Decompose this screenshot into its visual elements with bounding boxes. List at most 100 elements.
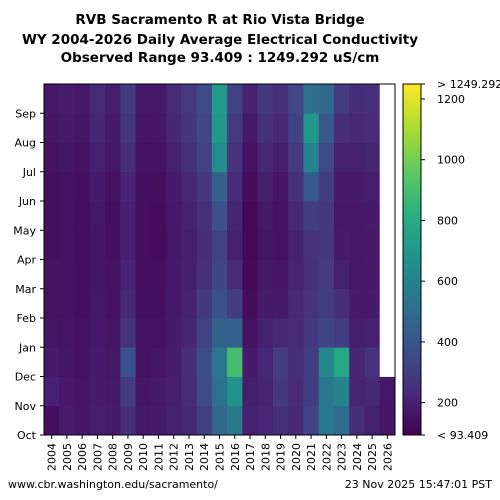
heatmap-cell bbox=[257, 171, 274, 202]
heatmap-cell bbox=[227, 318, 243, 348]
heatmap-cell bbox=[318, 142, 335, 173]
heatmap-cell bbox=[272, 142, 289, 173]
heatmap-cell bbox=[318, 288, 335, 319]
heatmap-cell bbox=[120, 288, 136, 319]
x-tick-label: 2025 bbox=[366, 443, 379, 471]
heatmap-cell bbox=[318, 405, 335, 436]
heatmap-cell bbox=[44, 113, 60, 143]
heatmap-cell bbox=[379, 259, 396, 290]
x-tick-label: 2020 bbox=[290, 443, 303, 471]
y-tick-label: May bbox=[13, 224, 36, 237]
heatmap-cell bbox=[89, 347, 106, 377]
heatmap-cell bbox=[303, 347, 320, 377]
heatmap-cell bbox=[333, 318, 350, 348]
heatmap-cell bbox=[181, 230, 198, 260]
heatmap-cell bbox=[227, 84, 243, 114]
heatmap-cell bbox=[150, 376, 167, 407]
heatmap-cell bbox=[181, 288, 198, 319]
heatmap-cell bbox=[74, 376, 91, 407]
heatmap-cell bbox=[150, 347, 167, 377]
heatmap-cell bbox=[166, 230, 182, 260]
heatmap-cell bbox=[303, 259, 320, 290]
heatmap-cell bbox=[105, 142, 121, 173]
y-axis: Oct Nov Dec Jan Feb Mar Apr May Jun Jul Aug Sep bbox=[13, 107, 44, 442]
heatmap-cell bbox=[257, 84, 274, 114]
heatmap-cell bbox=[272, 84, 289, 114]
colorbar-tick-label: 800 bbox=[437, 214, 458, 227]
y-tick-label: Mar bbox=[15, 283, 36, 296]
heatmap-cell bbox=[288, 230, 304, 260]
heatmap-cell bbox=[349, 347, 365, 377]
heatmap-cell bbox=[74, 318, 91, 348]
heatmap-cell bbox=[181, 142, 198, 173]
y-tick-label: Nov bbox=[15, 400, 37, 413]
heatmap-cell bbox=[44, 201, 60, 231]
heatmap-cell bbox=[120, 347, 136, 377]
heatmap-cell bbox=[150, 318, 167, 348]
heatmap-cell bbox=[74, 201, 91, 231]
heatmap-cell bbox=[74, 347, 91, 377]
heatmap-cell bbox=[272, 113, 289, 143]
heatmap-cell bbox=[333, 288, 350, 319]
x-axis: 2004 2005 2006 2007 2008 2009 2010 2011 2012 2013… bbox=[46, 435, 394, 471]
heatmap-cell bbox=[379, 288, 396, 319]
heatmap-cell bbox=[89, 84, 106, 114]
heatmap-cell bbox=[333, 84, 350, 114]
heatmap-cell bbox=[59, 259, 75, 290]
heatmap-cell bbox=[364, 405, 381, 436]
heatmap-cell bbox=[349, 84, 365, 114]
heatmap-cell bbox=[333, 230, 350, 260]
heatmap-cell bbox=[59, 171, 75, 202]
heatmap-cell bbox=[364, 142, 381, 173]
heatmap-cell bbox=[135, 230, 152, 260]
heatmap-cell bbox=[333, 201, 350, 231]
heatmap-cell bbox=[349, 288, 365, 319]
heatmap-cell bbox=[120, 201, 136, 231]
heatmap-cell bbox=[74, 113, 91, 143]
x-tick-label: 2024 bbox=[351, 443, 364, 471]
heatmap-cell bbox=[242, 84, 259, 114]
heatmap-cell bbox=[349, 405, 365, 436]
heatmap-cell bbox=[120, 318, 136, 348]
heatmap-cell bbox=[288, 142, 304, 173]
heatmap-cell bbox=[59, 288, 75, 319]
colorbar-tick-label: 200 bbox=[437, 397, 458, 410]
heatmap-cell bbox=[59, 405, 75, 436]
heatmap-cell bbox=[242, 230, 259, 260]
heatmap-cell bbox=[227, 288, 243, 319]
heatmap-cell bbox=[364, 171, 381, 202]
heatmap-cell bbox=[303, 318, 320, 348]
heatmap-cell bbox=[227, 347, 243, 377]
heatmap-cell bbox=[272, 376, 289, 407]
heatmap-cell bbox=[242, 142, 259, 173]
heatmap-cell bbox=[89, 405, 106, 436]
heatmap-cell bbox=[150, 201, 167, 231]
heatmap-cell bbox=[59, 84, 75, 114]
heatmap-cell bbox=[318, 84, 335, 114]
heatmap-cell bbox=[349, 113, 365, 143]
heatmap-cell bbox=[181, 259, 198, 290]
heatmap-cell bbox=[318, 318, 335, 348]
heatmap-cell bbox=[196, 84, 213, 114]
heatmap-cell bbox=[257, 318, 274, 348]
heatmap-cell bbox=[303, 376, 320, 407]
colorbar-tick-label: 1200 bbox=[437, 93, 465, 106]
heatmap-cell bbox=[379, 201, 396, 231]
heatmap-cell bbox=[196, 318, 213, 348]
heatmap-cell bbox=[303, 405, 320, 436]
heatmap-cell bbox=[196, 376, 213, 407]
heatmap-cell bbox=[272, 230, 289, 260]
heatmap-cell bbox=[89, 259, 106, 290]
heatmap-cell bbox=[181, 318, 198, 348]
heatmap-cell bbox=[257, 288, 274, 319]
heatmap-cell bbox=[242, 288, 259, 319]
colorbar-axis: 200 400 600 800 1000 1200 > 1249.292 < 93.409 bbox=[421, 78, 500, 442]
heatmap-cell bbox=[181, 405, 198, 436]
heatmap-cell bbox=[257, 376, 274, 407]
heatmap-cell bbox=[120, 376, 136, 407]
heatmap-cell bbox=[349, 318, 365, 348]
heatmap-cell bbox=[196, 347, 213, 377]
heatmap-cell bbox=[349, 201, 365, 231]
heatmap-cell bbox=[89, 318, 106, 348]
y-tick-label: Aug bbox=[15, 137, 36, 150]
